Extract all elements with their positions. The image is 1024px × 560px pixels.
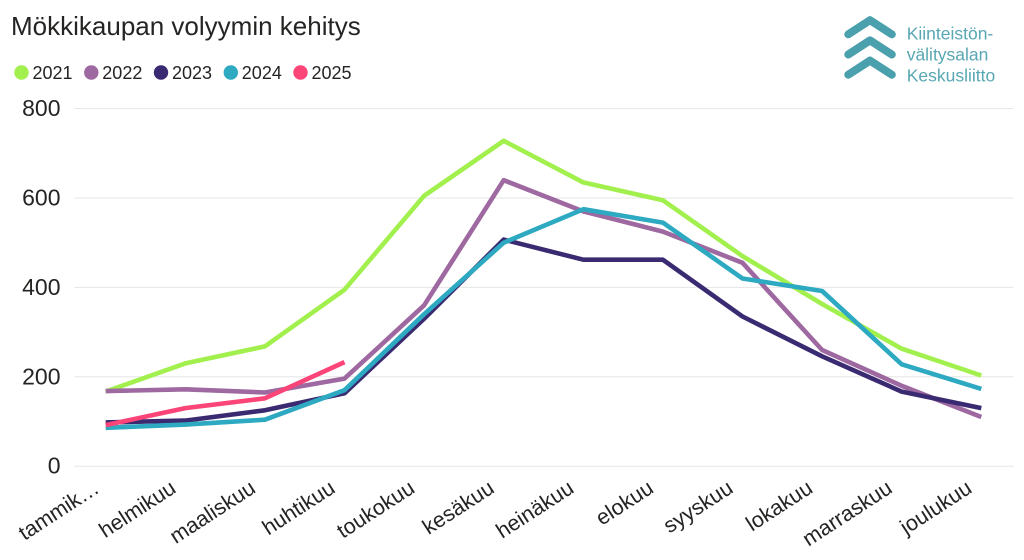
svg-text:400: 400 bbox=[22, 274, 60, 300]
svg-text:800: 800 bbox=[22, 95, 60, 121]
svg-text:maaliskuu: maaliskuu bbox=[165, 476, 259, 549]
svg-text:Mökkikaupan volyymin kehitys: Mökkikaupan volyymin kehitys bbox=[11, 11, 361, 41]
svg-text:2021: 2021 bbox=[33, 63, 73, 83]
svg-text:huhtikuu: huhtikuu bbox=[258, 476, 339, 540]
svg-text:2023: 2023 bbox=[172, 63, 212, 83]
svg-text:600: 600 bbox=[22, 185, 60, 211]
svg-text:Keskusliitto: Keskusliitto bbox=[907, 65, 996, 85]
svg-text:toukokuu: toukokuu bbox=[333, 476, 419, 544]
svg-text:2024: 2024 bbox=[242, 63, 282, 83]
svg-text:0: 0 bbox=[48, 453, 61, 479]
svg-text:joulukuu: joulukuu bbox=[895, 476, 976, 540]
svg-text:välitysalan: välitysalan bbox=[907, 44, 989, 64]
svg-text:200: 200 bbox=[22, 363, 60, 389]
svg-text:marraskuu: marraskuu bbox=[798, 476, 896, 551]
svg-text:syyskuu: syyskuu bbox=[659, 476, 737, 538]
svg-text:2025: 2025 bbox=[312, 63, 352, 83]
svg-text:Kiinteistön-: Kiinteistön- bbox=[907, 24, 994, 44]
svg-text:heinäkuu: heinäkuu bbox=[492, 476, 578, 544]
svg-text:elokuu: elokuu bbox=[591, 476, 657, 531]
svg-text:tammik…: tammik… bbox=[14, 476, 103, 546]
svg-text:2022: 2022 bbox=[102, 63, 142, 83]
svg-text:kesäkuu: kesäkuu bbox=[418, 476, 498, 540]
